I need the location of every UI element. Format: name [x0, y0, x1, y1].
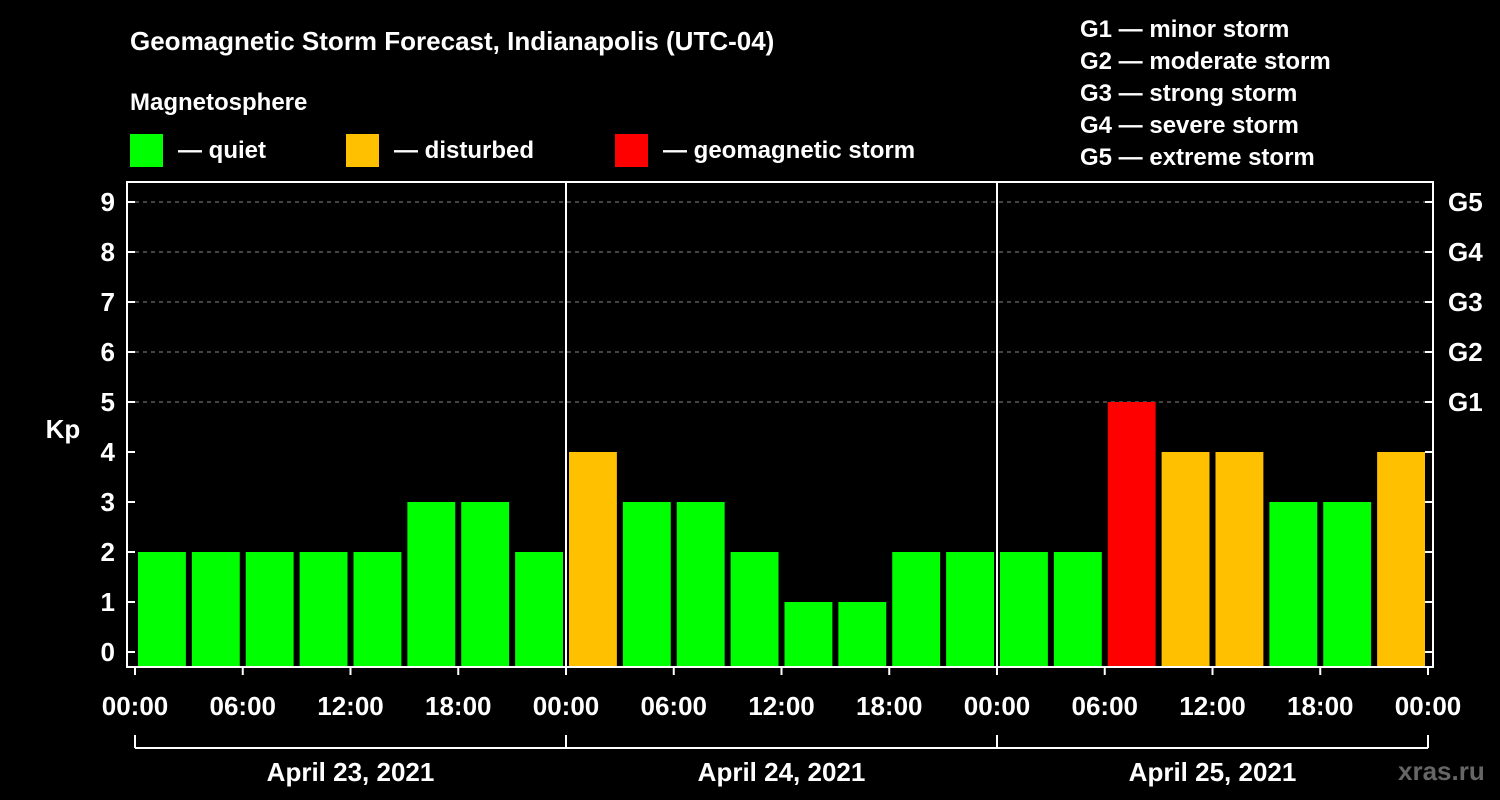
- chart-subtitle: Magnetosphere: [130, 89, 307, 116]
- scale-legend-g3: G3 — strong storm: [1080, 80, 1297, 107]
- scale-legend-g2: G2 — moderate storm: [1080, 48, 1331, 75]
- watermark: xras.ru: [1398, 756, 1485, 786]
- xtick-label-9: 06:00: [1072, 691, 1139, 721]
- xtick-label-3: 18:00: [425, 691, 492, 721]
- xtick-label-12: 00:00: [1395, 691, 1462, 721]
- ytick-label-3: 3: [101, 487, 115, 517]
- right-tick-label-g5: G5: [1448, 187, 1483, 217]
- bar-1: [191, 552, 240, 667]
- right-tick-label-g3: G3: [1448, 287, 1483, 317]
- bar-10: [676, 502, 725, 667]
- xtick-label-7: 18:00: [856, 691, 923, 721]
- bar-22: [1323, 502, 1372, 667]
- legend-label-storm: — geomagnetic storm: [663, 137, 915, 164]
- xtick-label-1: 06:00: [210, 691, 277, 721]
- scale-legend-g1: G1 — minor storm: [1080, 16, 1289, 43]
- legend: — quiet — disturbed — geomagnetic storm: [130, 134, 915, 167]
- ytick-label-6: 6: [101, 337, 115, 367]
- bars: [138, 402, 1425, 667]
- ytick-label-5: 5: [101, 387, 115, 417]
- y-axis-label: Kp: [46, 414, 81, 444]
- xtick-label-4: 00:00: [533, 691, 600, 721]
- legend-label-disturbed: — disturbed: [394, 137, 534, 164]
- right-g-ticks: G1 G2 G3 G4 G5: [1425, 187, 1483, 653]
- plot-frame: [126, 181, 1434, 668]
- bar-5: [407, 502, 456, 667]
- bar-4: [353, 552, 402, 667]
- legend-swatch-storm: [615, 134, 648, 167]
- bar-6: [461, 502, 510, 667]
- xtick-label-5: 06:00: [641, 691, 708, 721]
- bar-17: [1053, 552, 1102, 667]
- xtick-label-10: 12:00: [1179, 691, 1246, 721]
- scale-legend-g5: G5 — extreme storm: [1080, 144, 1315, 171]
- bar-23: [1377, 452, 1425, 667]
- legend-swatch-quiet: [130, 134, 163, 167]
- bar-21: [1269, 502, 1318, 667]
- chart-title: Geomagnetic Storm Forecast, Indianapolis…: [130, 26, 774, 56]
- ytick-label-7: 7: [101, 287, 115, 317]
- ytick-label-1: 1: [101, 587, 115, 617]
- ytick-label-8: 8: [101, 237, 115, 267]
- date-label-2: April 25, 2021: [1129, 757, 1297, 787]
- y-ticks: 0 1 2 3 4 5 6 7 8 9: [101, 187, 135, 667]
- bar-15: [946, 552, 994, 667]
- bar-13: [838, 602, 887, 667]
- plot-border: [126, 181, 1434, 668]
- bar-16: [1000, 552, 1048, 667]
- scale-legend: G1 — minor storm G2 — moderate storm G3 …: [1080, 16, 1331, 171]
- xtick-label-0: 00:00: [102, 691, 169, 721]
- bar-3: [299, 552, 348, 667]
- bar-20: [1215, 452, 1264, 667]
- date-axis: April 23, 2021 April 24, 2021 April 25, 20…: [134, 735, 1429, 787]
- ytick-label-0: 0: [101, 637, 115, 667]
- bar-8: [569, 452, 617, 667]
- bar-19: [1161, 452, 1210, 667]
- xtick-label-2: 12:00: [317, 691, 384, 721]
- bar-11: [730, 552, 779, 667]
- xtick-label-6: 12:00: [748, 691, 815, 721]
- ytick-label-2: 2: [101, 537, 115, 567]
- date-label-0: April 23, 2021: [267, 757, 435, 787]
- gridlines: [127, 201, 1433, 403]
- bar-7: [515, 552, 563, 667]
- bar-18: [1107, 402, 1156, 667]
- legend-label-quiet: — quiet: [178, 137, 266, 164]
- date-label-1: April 24, 2021: [698, 757, 866, 787]
- scale-legend-g4: G4 — severe storm: [1080, 112, 1299, 139]
- ytick-label-4: 4: [101, 437, 116, 467]
- bar-9: [622, 502, 671, 667]
- xtick-label-8: 00:00: [964, 691, 1031, 721]
- right-tick-label-g4: G4: [1448, 237, 1483, 267]
- right-tick-label-g1: G1: [1448, 387, 1483, 417]
- bar-14: [892, 552, 941, 667]
- right-tick-label-g2: G2: [1448, 337, 1483, 367]
- bar-12: [784, 602, 833, 667]
- legend-swatch-disturbed: [346, 134, 379, 167]
- xtick-label-11: 18:00: [1287, 691, 1354, 721]
- bar-0: [138, 552, 186, 667]
- ytick-label-9: 9: [101, 187, 115, 217]
- x-ticks: 00:00 06:00 12:00 18:00 00:00 06:00 12:00 18:00…: [102, 667, 1462, 721]
- bar-2: [245, 552, 294, 667]
